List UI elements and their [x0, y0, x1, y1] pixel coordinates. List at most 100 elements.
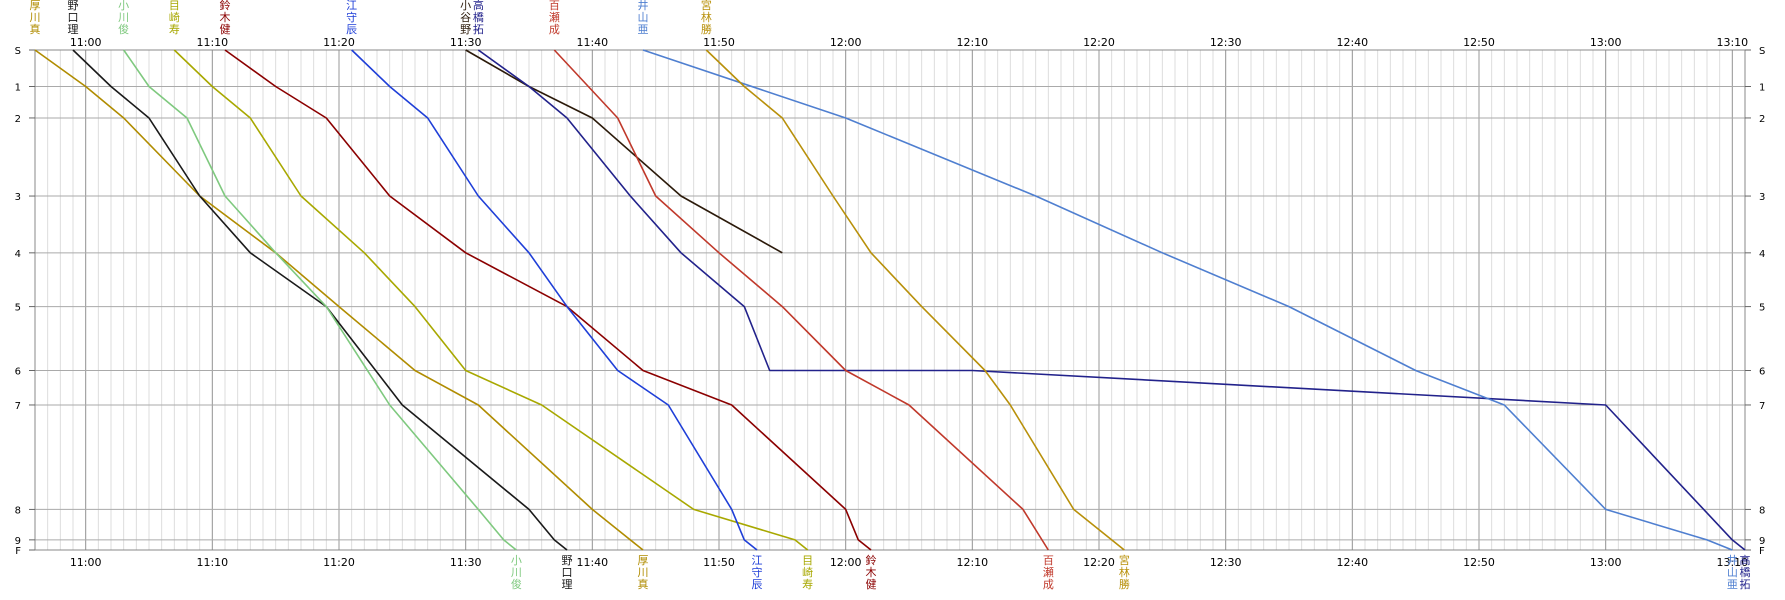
x-tick-label: 11:10: [196, 556, 228, 569]
y-tick-label: 3: [15, 192, 21, 203]
runner-name-char: 木: [866, 566, 877, 579]
runner-name-char: 勝: [701, 22, 712, 36]
runner-name-char: 崎: [169, 10, 180, 24]
runner-name-char: 俊: [511, 577, 522, 591]
runner-name-char: 井: [638, 0, 649, 12]
runner-name-char: 亜: [1727, 578, 1738, 591]
runner-name-char: 木: [220, 11, 231, 24]
runner-name-char: 口: [68, 11, 79, 24]
series-layer: [34, 49, 1746, 551]
runner-name-char: 川: [638, 566, 649, 579]
x-tick-label: 11:40: [576, 556, 608, 569]
y-tick-label: 8: [1759, 505, 1765, 516]
runner-name-char: 宮: [701, 0, 712, 12]
minor-grid: [34, 50, 1746, 550]
runner-name-char: 寿: [169, 22, 180, 36]
series-line: [705, 49, 1125, 551]
x-tick-label: 12:40: [1336, 556, 1368, 569]
runner-name-char: 百: [549, 0, 560, 12]
runner-name-char: 川: [30, 11, 41, 24]
y-tick-label: 6: [15, 366, 21, 377]
runner-name-char: 谷: [460, 11, 471, 24]
x-tick-label: 11:40: [576, 36, 608, 49]
runner-name-char: 野: [68, 0, 79, 12]
runner-name-char: 成: [1043, 578, 1054, 591]
runner-name-char: 瀬: [549, 10, 560, 24]
runner-name-char: 勝: [1119, 577, 1130, 591]
runner-name-char: 健: [220, 23, 231, 36]
runner-name-char: 健: [866, 578, 877, 591]
x-tick-label: 12:20: [1083, 36, 1115, 49]
runner-name-char: 厚: [638, 554, 649, 567]
y-axis-left: S 1 2 3 4 5 6 7 8 9F: [15, 46, 35, 557]
runner-name-char: 野: [460, 23, 471, 36]
x-tick-label: 12:00: [830, 36, 862, 49]
runner-name-char: 川: [511, 566, 522, 579]
major-grid: [34, 49, 1746, 551]
runner-name-char: 百: [1043, 554, 1054, 567]
y-axis-right: S 1 2 3 4 5 6 7 8 9F: [1745, 46, 1765, 557]
plot-frame: [34, 49, 1746, 551]
series-line: [465, 49, 783, 254]
runner-name-char: 江: [752, 554, 763, 567]
runner-name-char: 口: [562, 566, 573, 579]
runner-name-char: 橋: [473, 10, 484, 24]
runner-name-char: 小: [511, 554, 522, 567]
runner-name-char: 理: [562, 578, 573, 591]
x-tick-label: 11:20: [323, 556, 355, 569]
x-tick-label: 12:50: [1463, 36, 1495, 49]
runner-name-char: 守: [346, 10, 357, 24]
runner-name-char: 林: [701, 10, 712, 24]
x-tick-label: 12:00: [830, 556, 862, 569]
runner-name-char: 山: [638, 11, 649, 24]
x-tick-label: 11:50: [703, 556, 735, 569]
runner-name-char: 山: [1727, 566, 1738, 579]
runner-name-char: 辰: [752, 578, 763, 591]
y-tick-label: 9: [1759, 536, 1765, 547]
y-tick-label: 2: [1759, 114, 1765, 125]
y-tick-label: 8: [15, 505, 21, 516]
runner-name-char: 厚: [30, 0, 41, 12]
series-line: [123, 49, 517, 551]
y-tick-label: F: [1759, 546, 1765, 557]
runner-name-char: 拓: [473, 22, 484, 36]
y-tick-label: 1: [1759, 83, 1765, 94]
series-line: [351, 49, 758, 551]
runner-name-char: 俊: [118, 22, 129, 36]
runner-name-char: 鈴: [220, 0, 231, 12]
runner-name-char: 野: [562, 554, 573, 567]
runner-name-char: 辰: [346, 23, 357, 36]
x-tick-label: 13:10: [1716, 36, 1748, 49]
y-tick-label: F: [15, 546, 21, 557]
runner-name-char: 目: [169, 0, 180, 12]
y-tick-label: 5: [15, 303, 21, 314]
x-tick-label: 11:00: [70, 556, 102, 569]
runner-name-char: 川: [118, 11, 129, 24]
runner-name-char: 江: [346, 0, 357, 12]
runner-name-char: 亜: [638, 23, 649, 36]
runner-name-char: 高: [473, 0, 484, 12]
y-tick-label: 4: [15, 249, 21, 260]
runner-name-char: 目: [802, 554, 813, 567]
y-tick-label: 1: [15, 83, 21, 94]
x-axis-bottom: 11:00 11:10 11:20 11:30 11:40 11:50 12:00 12:10…: [70, 556, 1748, 569]
series-line: [34, 49, 644, 551]
series-line: [72, 49, 568, 551]
y-tick-label: 5: [1759, 303, 1765, 314]
x-tick-label: 12:10: [956, 36, 988, 49]
y-tick-label: 6: [1759, 366, 1765, 377]
x-tick-label: 13:00: [1590, 556, 1622, 569]
runner-name-char: 林: [1119, 565, 1130, 579]
runner-name-char: 拓: [1740, 577, 1751, 591]
y-tick-label: 7: [15, 401, 21, 412]
runner-name-char: 小: [460, 0, 471, 12]
y-tick-label: 2: [15, 114, 21, 125]
y-tick-label: S: [1759, 46, 1765, 57]
x-tick-label: 11:30: [450, 556, 482, 569]
x-tick-label: 12:30: [1210, 36, 1242, 49]
x-axis-top: 11:00 11:10 11:20 11:30 11:40 11:50 12:00 12:10…: [70, 36, 1748, 49]
runner-name-char: 崎: [802, 565, 813, 579]
runner-name-char: 瀬: [1043, 565, 1054, 579]
